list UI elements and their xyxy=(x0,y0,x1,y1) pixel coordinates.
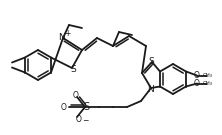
Text: CH₃: CH₃ xyxy=(203,81,213,86)
Text: S: S xyxy=(70,65,76,73)
Text: N: N xyxy=(147,85,153,94)
Text: O: O xyxy=(194,79,200,88)
Text: O: O xyxy=(61,102,67,112)
Text: N: N xyxy=(58,33,64,43)
Text: O: O xyxy=(73,92,79,100)
Text: −: − xyxy=(82,117,88,126)
Text: O: O xyxy=(76,114,82,124)
Text: CH₃: CH₃ xyxy=(203,73,213,78)
Text: S: S xyxy=(148,57,154,65)
Text: O: O xyxy=(194,71,200,80)
Text: +: + xyxy=(64,28,70,38)
Text: S: S xyxy=(83,102,89,112)
